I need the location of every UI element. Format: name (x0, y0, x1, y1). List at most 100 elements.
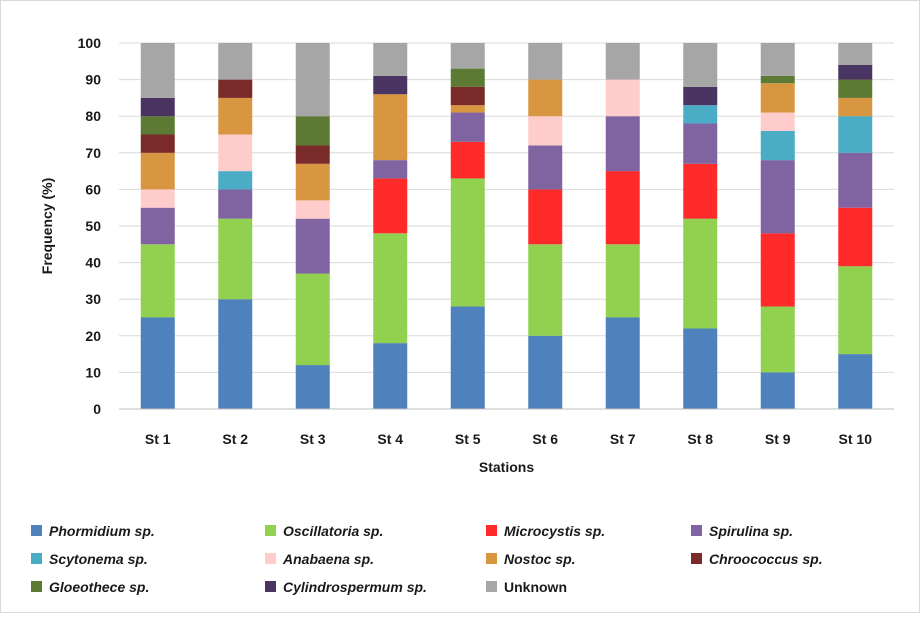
y-tick-label: 80 (85, 108, 101, 124)
bar-stack (683, 43, 718, 409)
bar-segment (605, 171, 640, 245)
bar-segment (528, 116, 563, 146)
bar-segment (140, 244, 175, 318)
bar-segment (760, 75, 795, 84)
bar-segment (838, 207, 873, 267)
x-axis-title: Stations (479, 459, 534, 475)
legend-swatch (31, 553, 42, 564)
legend-swatch (691, 525, 702, 536)
legend-swatch (691, 553, 702, 564)
bar-segment (218, 189, 253, 219)
bar-segment (218, 43, 253, 80)
bar-segment (528, 43, 563, 80)
legend-item: Scytonema sp. (31, 551, 148, 567)
bar-segment (450, 86, 485, 106)
legend-item: Spirulina sp. (691, 523, 793, 539)
bar-segment (605, 317, 640, 409)
legend-item: Anabaena sp. (265, 551, 374, 567)
bar-segment (760, 83, 795, 113)
y-tick-label: 50 (85, 218, 101, 234)
bar-stack (605, 43, 640, 409)
bar-segment (140, 116, 175, 135)
bar-segment (605, 43, 640, 80)
bar-segment (140, 152, 175, 190)
bar-segment (373, 160, 408, 179)
legend-item: Chroococcus sp. (691, 551, 823, 567)
x-tick-label: St 9 (765, 431, 791, 447)
bar-segment (450, 141, 485, 179)
legend: Phormidium sp. Oscillatoria sp. Microcysti… (31, 523, 823, 595)
legend-label: Anabaena sp. (282, 551, 374, 567)
legend-label: Spirulina sp. (709, 523, 793, 539)
legend-label: Microcystis sp. (504, 523, 605, 539)
legend-item: Phormidium sp. (31, 523, 155, 539)
bar-segment (528, 335, 563, 409)
bar-segment (450, 306, 485, 409)
bar-stack (140, 43, 175, 409)
y-axis-ticks: 0 10 20 30 40 50 60 70 80 90 100 (78, 35, 102, 417)
bar-segment (760, 306, 795, 373)
bar-segment (373, 94, 408, 161)
bar-stack (373, 43, 408, 409)
bar-segment (218, 97, 253, 135)
bar-segment (838, 97, 873, 117)
bar-segment (295, 218, 330, 274)
bar-segment (373, 75, 408, 95)
bar-segment (760, 160, 795, 234)
legend-label: Unknown (504, 579, 567, 595)
bar-segment (373, 233, 408, 344)
bar-stack (760, 43, 795, 409)
bar-segment (450, 68, 485, 87)
bar-segment (140, 134, 175, 153)
bar-segment (295, 145, 330, 164)
bar-segment (373, 43, 408, 76)
legend-swatch (486, 525, 497, 536)
x-tick-label: St 3 (300, 431, 326, 447)
y-tick-label: 90 (85, 72, 101, 88)
bar-segment (450, 178, 485, 307)
bar-segment (683, 123, 718, 164)
bar-segment (838, 64, 873, 80)
bar-segment (838, 354, 873, 409)
bar-stack (838, 43, 873, 409)
bar-segment (605, 79, 640, 117)
bar-segment (605, 116, 640, 172)
bar-segment (218, 134, 253, 172)
bar-segment (218, 171, 253, 190)
bar-stack (218, 43, 253, 409)
y-tick-label: 60 (85, 181, 101, 197)
bar-segment (140, 97, 175, 117)
bar-segment (218, 218, 253, 300)
bar-segment (373, 178, 408, 234)
legend-item: Oscillatoria sp. (265, 523, 383, 539)
bar-segment (450, 112, 485, 142)
bar-segment (683, 43, 718, 87)
bar-segment (528, 79, 563, 117)
legend-label: Gloeothece sp. (49, 579, 149, 595)
legend-swatch (265, 581, 276, 592)
bar-segment (838, 79, 873, 98)
bar-segment (450, 105, 485, 113)
y-tick-label: 40 (85, 255, 101, 271)
legend-label: Oscillatoria sp. (283, 523, 383, 539)
bar-segment (140, 207, 175, 245)
bar-segment (760, 233, 795, 307)
bar-segment (295, 365, 330, 409)
bar-segment (528, 244, 563, 336)
bar-segment (683, 105, 718, 124)
legend-item: Cylindrospermum sp. (265, 579, 427, 595)
bar-segment (218, 299, 253, 409)
bars (140, 43, 873, 409)
legend-item: Unknown (486, 579, 567, 595)
bar-segment (140, 43, 175, 98)
bar-segment (683, 218, 718, 329)
legend-item: Microcystis sp. (486, 523, 605, 539)
legend-label: Phormidium sp. (49, 523, 155, 539)
bar-segment (838, 116, 873, 153)
bar-segment (295, 116, 330, 146)
bar-segment (140, 317, 175, 409)
bar-segment (605, 244, 640, 318)
y-tick-label: 0 (93, 401, 101, 417)
